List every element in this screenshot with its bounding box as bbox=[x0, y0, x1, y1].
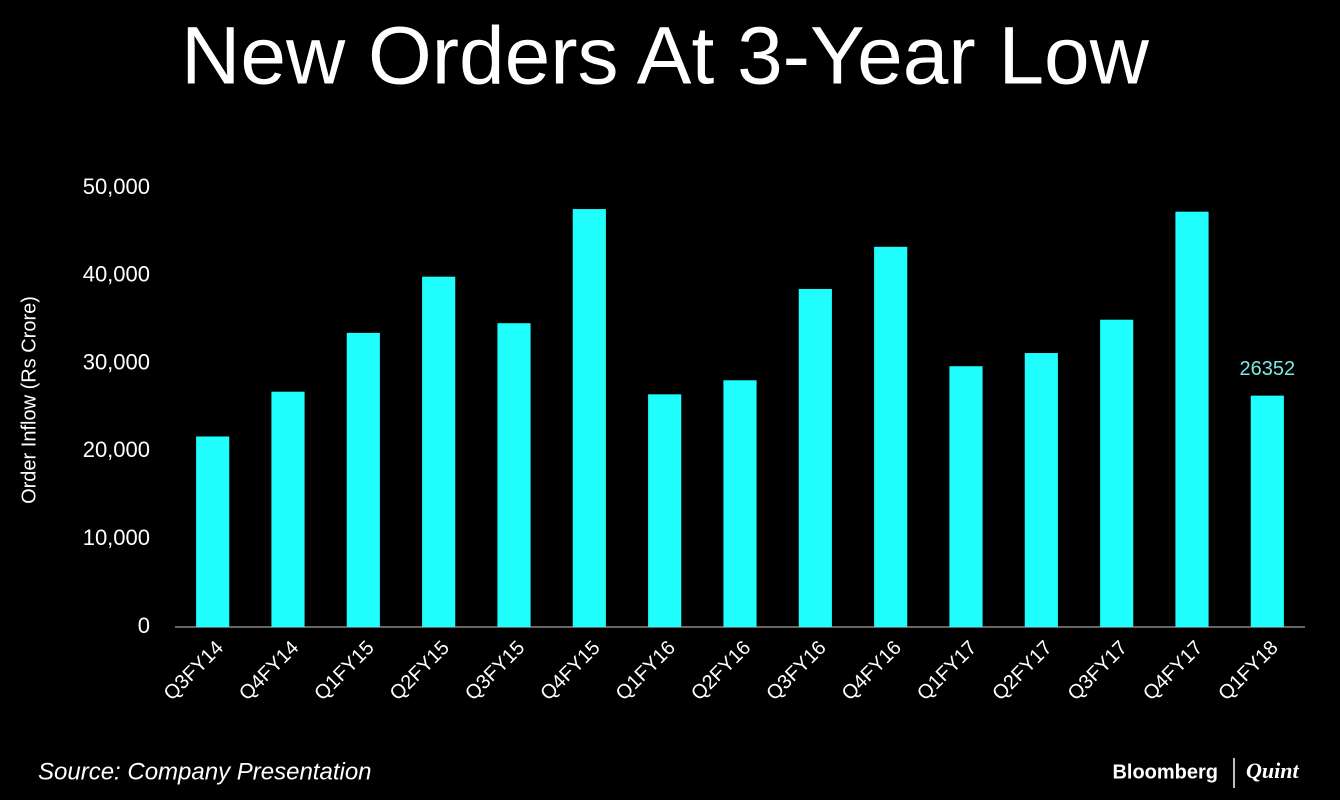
x-tick-label: Q3FY17 bbox=[1064, 637, 1132, 705]
bar bbox=[422, 276, 456, 627]
x-tick-label: Q3FY15 bbox=[461, 637, 529, 705]
x-tick-label: Q1FY17 bbox=[913, 637, 981, 705]
x-tick-label: Q4FY16 bbox=[838, 637, 906, 705]
bar bbox=[271, 391, 305, 627]
y-tick-label: 10,000 bbox=[83, 525, 150, 550]
bar bbox=[798, 288, 832, 627]
x-tick-label: Q2FY15 bbox=[386, 637, 454, 705]
bar bbox=[648, 394, 682, 627]
bar bbox=[346, 332, 380, 627]
x-tick-label: Q4FY14 bbox=[235, 637, 303, 705]
bar bbox=[1175, 211, 1209, 627]
x-tick-label: Q4FY15 bbox=[536, 637, 604, 705]
bar bbox=[1250, 395, 1284, 627]
logo-quint: Quint bbox=[1246, 758, 1299, 783]
chart-title: New Orders At 3-Year Low bbox=[181, 11, 1150, 102]
value-label: 26352 bbox=[1240, 358, 1296, 380]
bar bbox=[497, 323, 531, 627]
x-tick-label: Q4FY17 bbox=[1139, 637, 1207, 705]
source-note: Source: Company Presentation bbox=[38, 758, 372, 785]
bar bbox=[949, 366, 983, 627]
bar bbox=[1024, 353, 1058, 627]
bar bbox=[572, 209, 606, 627]
x-tick-label: Q3FY16 bbox=[762, 637, 830, 705]
x-tick-label: Q1FY16 bbox=[612, 637, 680, 705]
x-tick-label: Q2FY17 bbox=[988, 637, 1056, 705]
logo-bloomberg: Bloomberg bbox=[1112, 761, 1218, 783]
bar bbox=[1100, 319, 1134, 627]
y-tick-label: 40,000 bbox=[83, 262, 150, 287]
y-tick-label: 30,000 bbox=[83, 349, 150, 374]
y-tick-label: 0 bbox=[138, 613, 150, 638]
bar bbox=[196, 436, 230, 627]
y-tick-label: 20,000 bbox=[83, 437, 150, 462]
y-tick-label: 50,000 bbox=[83, 174, 150, 199]
bar bbox=[874, 246, 908, 628]
y-axis-label: Order Inflow (Rs Crore) bbox=[18, 296, 40, 504]
bar bbox=[723, 380, 757, 627]
x-tick-label: Q3FY14 bbox=[160, 637, 228, 705]
x-tick-label: Q1FY18 bbox=[1214, 637, 1282, 705]
x-tick-label: Q1FY15 bbox=[310, 637, 378, 705]
x-tick-label: Q2FY16 bbox=[687, 637, 755, 705]
